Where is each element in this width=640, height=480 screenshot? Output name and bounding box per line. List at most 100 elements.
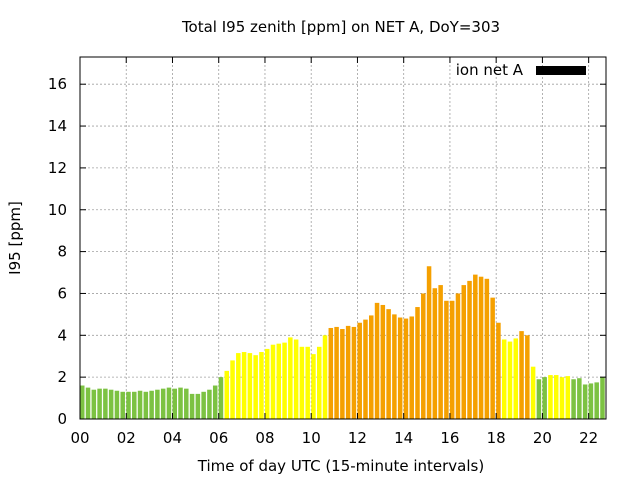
bar: [114, 390, 120, 419]
bar: [155, 389, 160, 419]
bar: [409, 316, 414, 419]
bar: [415, 307, 420, 419]
y-axis-title: I95 [ppm]: [6, 201, 24, 275]
bar: [241, 352, 247, 419]
bar: [340, 329, 345, 419]
bar: [530, 366, 536, 419]
bar: [403, 318, 409, 419]
bar: [461, 285, 467, 419]
bar: [455, 293, 461, 419]
plot-frame: [79, 56, 607, 420]
x-tick-label: 20: [533, 429, 552, 447]
bar: [103, 388, 108, 419]
y-axis: 0 2 4 6 8 10 12 14 16: [48, 75, 606, 428]
bar: [467, 280, 472, 419]
bar: [224, 370, 230, 419]
bar: [363, 319, 368, 419]
bar: [218, 377, 224, 419]
y-tick-label: 12: [48, 159, 67, 177]
bar: [490, 297, 495, 419]
bar: [328, 327, 334, 419]
bar: [536, 379, 542, 419]
bar: [426, 266, 432, 419]
bar: [80, 385, 85, 419]
bar: [184, 388, 189, 419]
bar: [201, 391, 206, 419]
x-tick-label: 08: [255, 429, 274, 447]
bar: [525, 335, 530, 419]
bar: [160, 388, 166, 419]
y-tick-label: 10: [48, 201, 67, 219]
bar: [126, 391, 131, 419]
bar: [132, 391, 137, 419]
bar: [247, 353, 253, 419]
x-tick-label: 12: [348, 429, 367, 447]
bar: [253, 355, 258, 419]
bar-series: [80, 266, 605, 419]
bar: [392, 314, 397, 419]
bar: [548, 375, 553, 419]
bar: [351, 326, 357, 419]
bar: [91, 389, 97, 419]
bar: [195, 393, 201, 419]
grid-lines: [80, 57, 606, 419]
y-tick-label: 6: [57, 284, 67, 302]
bar: [264, 348, 270, 419]
bar: [600, 377, 605, 419]
bar: [305, 346, 310, 419]
bar: [369, 315, 374, 419]
y-tick-label: 2: [57, 368, 67, 386]
bar: [386, 309, 391, 419]
bar: [588, 383, 594, 419]
x-tick-label: 00: [70, 429, 89, 447]
bar: [270, 344, 276, 419]
y-tick-label: 16: [48, 75, 67, 93]
bar: [207, 389, 212, 419]
bar: [230, 360, 235, 419]
bar: [149, 390, 154, 419]
x-axis: 00 02 04 06 08 10 12 14 16 18 20 22: [70, 57, 598, 447]
x-axis-title: Time of day UTC (15-minute intervals): [197, 457, 484, 475]
y-tick-label: 8: [57, 243, 67, 261]
y-tick-label: 0: [57, 410, 67, 428]
legend: ion net A: [456, 61, 586, 79]
bar: [299, 346, 305, 419]
x-tick-label: 18: [487, 429, 506, 447]
bar: [276, 343, 282, 419]
bar: [120, 391, 125, 419]
bar: [334, 326, 339, 419]
bar: [282, 342, 287, 419]
bar: [189, 393, 195, 419]
x-tick-label: 16: [440, 429, 459, 447]
bar: [357, 322, 362, 419]
chart-title: Total I95 zenith [ppm] on NET A, DoY=303: [181, 18, 500, 36]
bar: [397, 317, 403, 419]
x-tick-label: 06: [209, 429, 228, 447]
bar: [594, 382, 599, 419]
bar: [519, 331, 524, 419]
legend-swatch: [536, 66, 586, 75]
x-tick-label: 04: [163, 429, 182, 447]
bar: [97, 388, 102, 419]
bar: [478, 276, 484, 419]
bar: [513, 338, 519, 419]
bar: [259, 352, 264, 419]
bar: [565, 376, 571, 419]
bar: [108, 389, 114, 419]
bar: [212, 385, 218, 419]
bar: [316, 346, 322, 419]
bar: [380, 304, 386, 419]
y-tick-label: 14: [48, 117, 67, 135]
bar: [484, 278, 490, 419]
bar: [311, 354, 316, 419]
x-tick-label: 02: [117, 429, 136, 447]
bar: [501, 339, 507, 419]
x-tick-label: 22: [579, 429, 598, 447]
bar: [496, 322, 501, 419]
bar: [449, 300, 455, 419]
bar: [577, 378, 582, 419]
bar: [582, 384, 588, 419]
bar: [374, 302, 380, 419]
bar: [178, 387, 183, 419]
